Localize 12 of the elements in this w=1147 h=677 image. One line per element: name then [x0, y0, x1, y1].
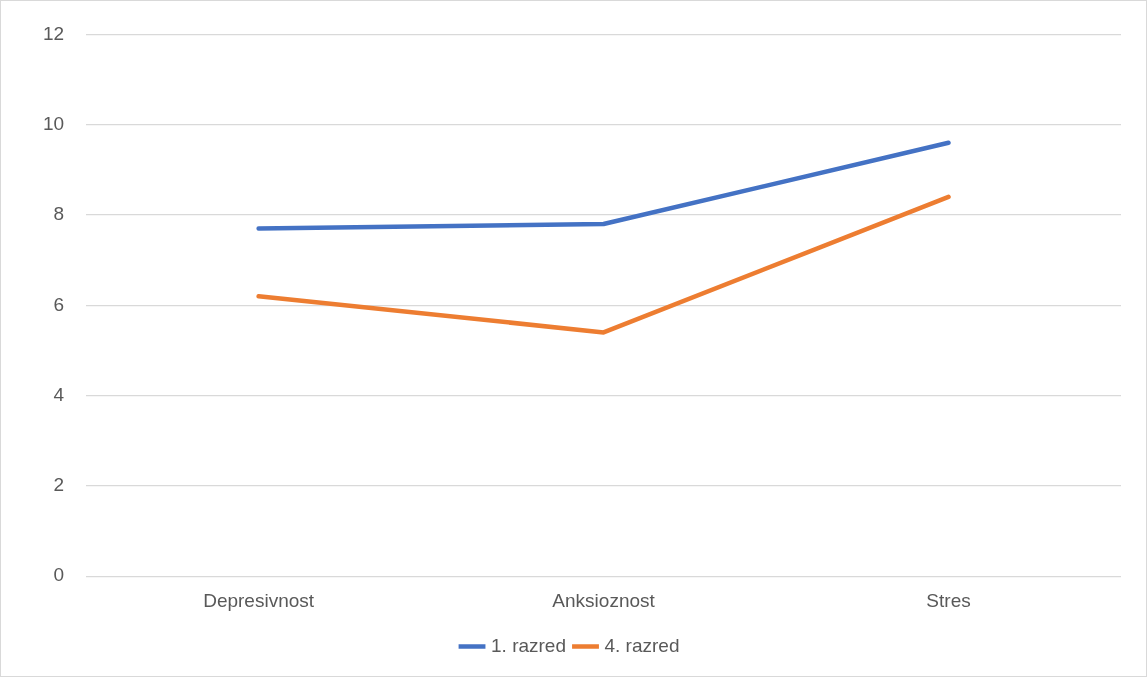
x-tick-label: Depresivnost — [203, 589, 315, 611]
legend-label: 1. razred — [491, 634, 566, 656]
legend-label: 4. razred — [604, 634, 680, 656]
x-tick-label: Stres — [926, 589, 971, 611]
y-tick-label: 12 — [42, 22, 65, 44]
x-tick-label: Anksioznost — [552, 589, 656, 611]
y-tick-label: 6 — [53, 293, 65, 315]
y-tick-label: 0 — [53, 564, 65, 586]
y-tick-label: 10 — [42, 112, 65, 134]
y-tick-label: 4 — [53, 383, 65, 405]
y-tick-label: 8 — [53, 203, 65, 225]
y-tick-label: 2 — [53, 474, 65, 496]
